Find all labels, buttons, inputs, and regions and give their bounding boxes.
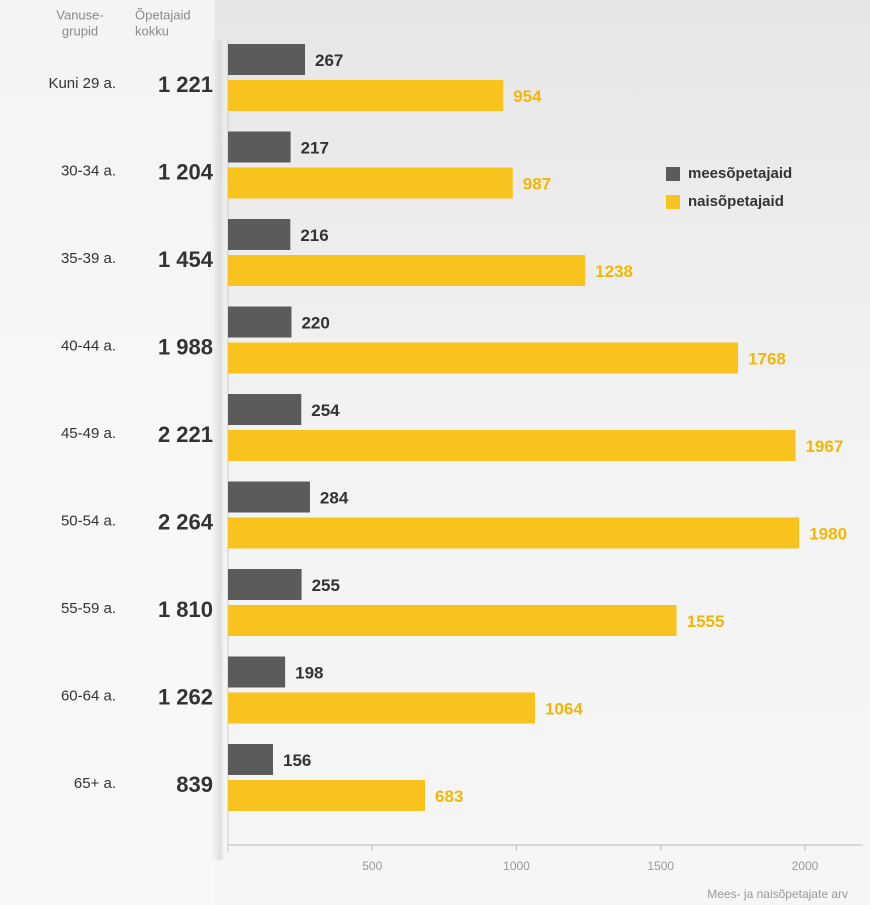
column-header: Vanuse-: [56, 7, 103, 22]
category-label: 55-59 a.: [61, 600, 116, 617]
total-label: 2 264: [158, 509, 214, 534]
value-label: 198: [295, 663, 323, 682]
total-label: 1 221: [158, 72, 213, 97]
value-label: 220: [301, 313, 329, 332]
value-label: 255: [312, 576, 340, 595]
bar: [228, 132, 291, 163]
bar: [228, 219, 290, 250]
category-label: Kuni 29 a.: [48, 75, 116, 92]
legend-swatch: [666, 195, 680, 209]
category-label: 45-49 a.: [61, 425, 116, 442]
chart: Vanuse-grupid Õpetajaidkokku 500 1000 1500 20…: [0, 0, 870, 905]
value-label: 217: [301, 138, 329, 157]
total-label: 1 810: [158, 597, 213, 622]
value-label: 254: [311, 401, 340, 420]
bar: [228, 255, 585, 286]
category-label: 35-39 a.: [61, 250, 116, 267]
total-label: 1 454: [158, 247, 214, 272]
category-label: 50-54 a.: [61, 512, 116, 529]
bar: [228, 168, 513, 199]
value-label: 156: [283, 751, 311, 770]
category-label: 30-34 a.: [61, 162, 116, 179]
value-label: 954: [513, 87, 542, 106]
bar: [228, 780, 425, 811]
bar: [228, 80, 503, 111]
bar: [228, 394, 301, 425]
value-label: 1238: [595, 262, 633, 281]
value-label: 1555: [687, 612, 725, 631]
x-tick-label: 2000: [792, 859, 819, 873]
total-label: 839: [176, 772, 213, 797]
value-label: 1768: [748, 349, 786, 368]
bar: [228, 430, 795, 461]
x-axis-title: Mees- ja naisõpetajate arv: [707, 887, 848, 901]
bar: [228, 657, 285, 688]
bar: [228, 518, 799, 549]
x-tick-label: 500: [362, 859, 382, 873]
left-panel: [0, 0, 215, 905]
category-label: 40-44 a.: [61, 337, 116, 354]
category-label: 65+ a.: [74, 775, 116, 792]
column-header: Õpetajaid: [135, 7, 191, 22]
x-tick-label: 1500: [647, 859, 674, 873]
legend-label: naisõpetajaid: [688, 193, 784, 210]
total-label: 1 262: [158, 684, 213, 709]
legend-label: meesõpetajaid: [688, 165, 792, 182]
x-tick-label: 1000: [503, 859, 530, 873]
value-label: 1967: [805, 437, 843, 456]
legend-swatch: [666, 167, 680, 181]
value-label: 1980: [809, 524, 847, 543]
value-label: 216: [300, 226, 328, 245]
bar: [228, 605, 677, 636]
total-label: 1 204: [158, 159, 214, 184]
value-label: 267: [315, 51, 343, 70]
value-label: 683: [435, 787, 463, 806]
bar: [228, 693, 535, 724]
column-header: grupid: [62, 23, 98, 38]
value-label: 284: [320, 488, 349, 507]
bar: [228, 482, 310, 513]
bar: [228, 44, 305, 75]
total-label: 1 988: [158, 334, 213, 359]
value-label: 1064: [545, 699, 583, 718]
category-label: 60-64 a.: [61, 687, 116, 704]
bar: [228, 307, 291, 338]
bar: [228, 744, 273, 775]
bar: [228, 569, 302, 600]
value-label: 987: [523, 174, 551, 193]
bar: [228, 343, 738, 374]
column-header: kokku: [135, 23, 169, 38]
total-label: 2 221: [158, 422, 213, 447]
